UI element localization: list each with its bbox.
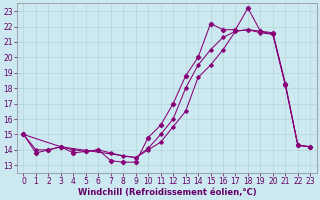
X-axis label: Windchill (Refroidissement éolien,°C): Windchill (Refroidissement éolien,°C) (77, 188, 256, 197)
